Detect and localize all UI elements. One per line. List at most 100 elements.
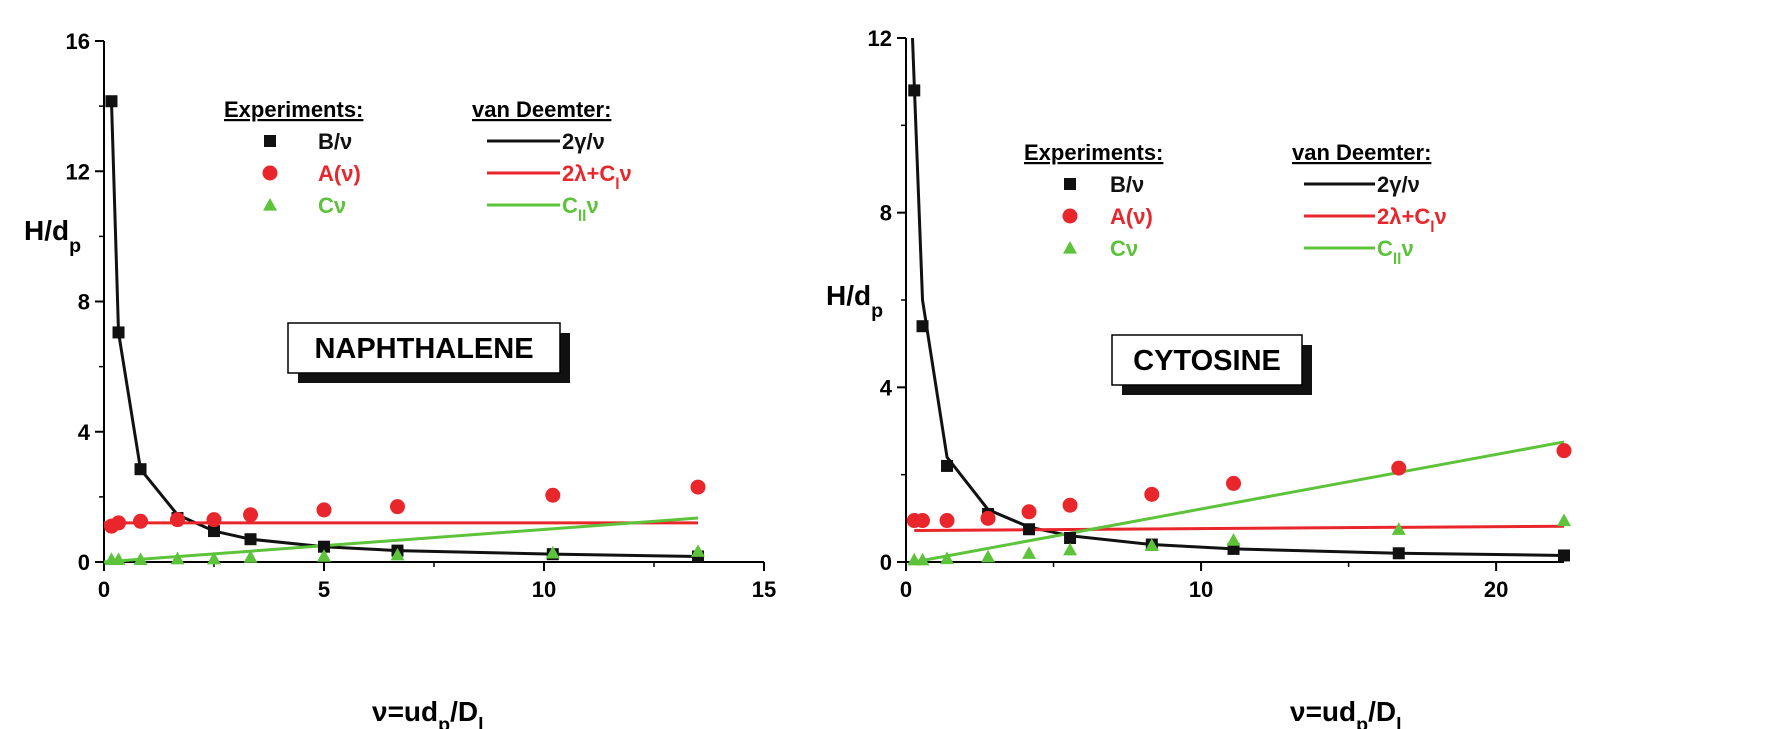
x-tick-label: 15 xyxy=(752,577,776,602)
y-tick-label-part: 12 xyxy=(868,26,892,51)
compound-label: CYTOSINE xyxy=(1133,345,1281,377)
x-tick-label: 0 xyxy=(900,577,912,602)
data-point-circle xyxy=(980,510,996,526)
compound-label-part: NAPHTHALENE xyxy=(314,333,533,365)
x-tick-label: 0 xyxy=(98,577,110,602)
legend-series-label-part: B/ν xyxy=(1110,172,1144,197)
x-axis-label: ν=udp/Dl xyxy=(1290,696,1402,729)
x-tick-label-part: 0 xyxy=(98,577,110,602)
compound-label-part: CYTOSINE xyxy=(1133,345,1281,377)
y-axis-label-part: H/d xyxy=(826,280,871,311)
legend-series-label: A(ν) xyxy=(1110,204,1153,229)
y-tick-label: 12 xyxy=(868,26,892,51)
data-point-square xyxy=(208,525,220,538)
data-point-square xyxy=(1558,549,1570,562)
data-point-circle xyxy=(915,513,931,529)
model-line-black xyxy=(910,37,1565,557)
model-line-green xyxy=(103,516,699,564)
x-tick-label: 10 xyxy=(1189,577,1213,602)
x-axis-label-part: /D xyxy=(450,696,478,727)
compound-box xyxy=(1111,334,1303,386)
y-axis-label: H/dp xyxy=(826,280,883,322)
legend-series-label: A(ν) xyxy=(318,161,361,186)
data-point-triangle xyxy=(207,551,221,565)
y-tick-label: 0 xyxy=(78,550,90,575)
legend-model-label: 2λ+Clν xyxy=(562,161,632,193)
legend-model-label-part: ν xyxy=(620,161,632,186)
legend-model-label-part: 2λ+C xyxy=(562,161,615,186)
x-axis-label: ν=udp/Dl xyxy=(372,696,484,729)
legend-model-label-part: l xyxy=(1430,219,1434,236)
data-point-circle xyxy=(111,515,127,531)
chart-panel-cytosine: 0 10 2004812H/dpν=udp/DlExperiments:B/νA(ν… xyxy=(826,26,1572,729)
legend-marker-triangle xyxy=(1063,241,1077,254)
data-point-square xyxy=(318,540,330,553)
x-axis-label-part: ν=ud xyxy=(1290,696,1356,727)
legend-model-label-part: 2γ/ν xyxy=(1377,172,1420,197)
data-point-triangle xyxy=(1063,542,1078,556)
model-line-red xyxy=(914,524,1565,533)
legend-model-title-part: van Deemter: xyxy=(472,97,611,122)
legend-series-label-part: A(ν) xyxy=(1110,204,1153,229)
y-axis-label: H/dp xyxy=(24,215,81,257)
data-point-square xyxy=(1227,542,1240,555)
legend-model-label-part: ν xyxy=(1435,204,1447,229)
y-tick-label-part: 4 xyxy=(78,420,91,445)
legend-series-label-part: Cν xyxy=(318,193,346,218)
legend-experiments-title: Experiments: xyxy=(224,97,363,122)
y-tick-label: 4 xyxy=(78,420,91,445)
legend-model-label-part: C xyxy=(1377,236,1393,261)
legend-model-label: 2γ/ν xyxy=(1377,172,1420,197)
y-tick-label: 8 xyxy=(78,290,90,315)
model-line-green xyxy=(913,440,1565,564)
data-point-triangle xyxy=(133,552,148,565)
x-tick-label-part: 10 xyxy=(1189,577,1213,602)
legend-experiments-title-part: Experiments: xyxy=(1024,140,1163,165)
legend-model-label-part: 2λ+C xyxy=(1377,204,1430,229)
legend-model-label-part: ll xyxy=(1393,251,1402,268)
legend-marker-triangle xyxy=(263,198,277,211)
data-point-triangle xyxy=(243,550,258,563)
legend-marker-circle xyxy=(1062,208,1078,224)
data-point-triangle xyxy=(317,549,331,562)
data-point-circle xyxy=(1144,486,1160,502)
legend-model-label-part: C xyxy=(562,193,578,218)
x-tick-label-part: 0 xyxy=(900,577,912,602)
legend-model-label: Cllν xyxy=(1377,236,1414,268)
legend-series-label-part: B/ν xyxy=(318,129,352,154)
data-point-triangle xyxy=(1391,522,1406,535)
legend-model-label-part: ν xyxy=(1401,236,1413,261)
data-point-triangle xyxy=(940,551,955,565)
y-axis-label-part: p xyxy=(69,235,81,257)
data-point-circle xyxy=(939,513,955,529)
data-point-circle xyxy=(243,507,259,523)
data-point-square xyxy=(1392,547,1405,560)
legend-model-title: van Deemter: xyxy=(472,97,611,122)
data-point-circle xyxy=(133,513,149,529)
compound-box xyxy=(287,322,561,374)
data-point-triangle xyxy=(170,551,185,565)
y-tick-label: 4 xyxy=(880,375,893,400)
legend-model-label: 2γ/ν xyxy=(562,129,605,154)
compound-label: NAPHTHALENE xyxy=(314,333,533,365)
data-point-triangle xyxy=(1144,538,1159,552)
legend-model-title-part: van Deemter: xyxy=(1292,140,1431,165)
legend-model-title: van Deemter: xyxy=(1292,140,1431,165)
data-point-circle xyxy=(545,487,561,503)
x-axis-label-part: ν=ud xyxy=(372,696,438,727)
data-point-triangle xyxy=(1226,533,1241,546)
x-axis-label-part: l xyxy=(1396,714,1401,729)
x-tick-label: 10 xyxy=(532,577,556,602)
x-tick-label-part: 15 xyxy=(752,577,776,602)
legend-model-label-part: ll xyxy=(578,208,587,225)
legend-model-label-part: l xyxy=(615,176,619,193)
legend-experiments-title-part: Experiments: xyxy=(224,97,363,122)
legend-experiments-title: Experiments: xyxy=(1024,140,1163,165)
y-tick-label-part: 16 xyxy=(66,29,90,54)
data-point-square xyxy=(134,463,147,476)
x-tick-label: 5 xyxy=(318,577,330,602)
data-point-square xyxy=(1064,531,1077,544)
data-point-circle xyxy=(1062,497,1078,513)
data-point-triangle xyxy=(1557,513,1571,527)
data-point-square xyxy=(941,459,954,472)
